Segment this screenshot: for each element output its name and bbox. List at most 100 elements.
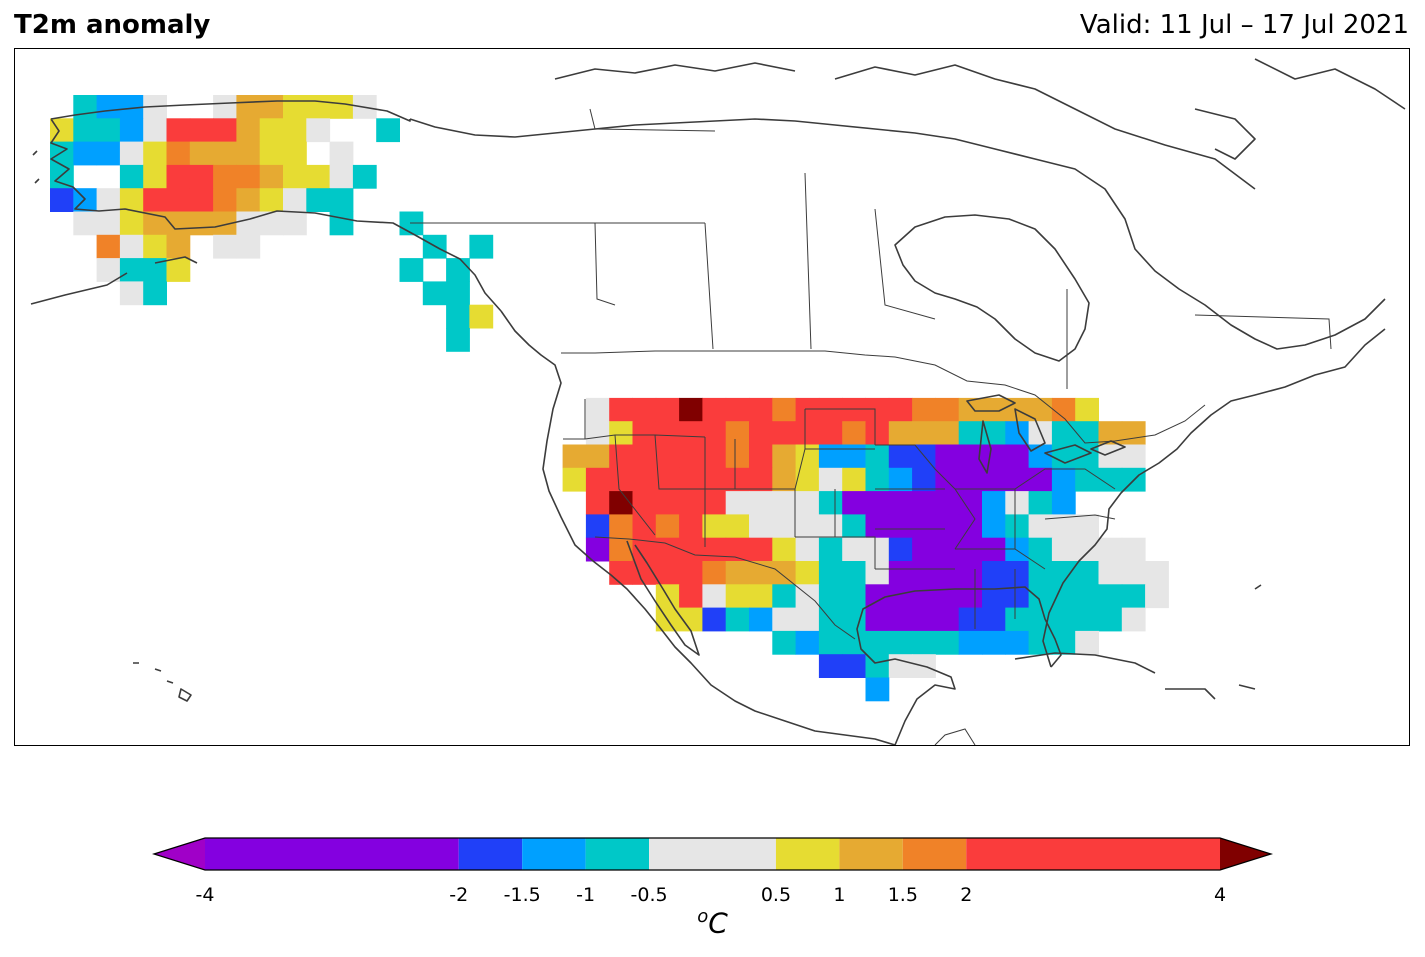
anomaly-cell xyxy=(749,397,773,422)
anomaly-cell xyxy=(795,421,820,445)
anomaly-cell xyxy=(166,164,191,189)
anomaly-cell xyxy=(562,444,587,469)
anomaly-cell xyxy=(50,164,74,189)
anomaly-cell xyxy=(143,188,167,212)
anomaly-cell xyxy=(632,491,657,515)
anomaly-cell xyxy=(446,304,470,329)
anomaly-cell xyxy=(702,514,727,539)
anomaly-grid-cells xyxy=(50,95,1169,702)
anomaly-cell xyxy=(958,421,983,445)
anomaly-cell xyxy=(865,397,890,422)
anomaly-cell xyxy=(842,537,866,562)
anomaly-cell xyxy=(749,421,773,445)
anomaly-cell xyxy=(679,397,703,422)
anomaly-cell xyxy=(982,607,1006,632)
anomaly-cell xyxy=(679,584,703,609)
anomaly-cell xyxy=(469,234,494,259)
anomaly-cell xyxy=(982,561,1006,585)
anomaly-cell xyxy=(795,397,820,422)
anomaly-cell xyxy=(96,258,121,282)
anomaly-cell xyxy=(865,421,890,445)
anomaly-cell xyxy=(702,561,727,585)
anomaly-cell xyxy=(725,397,750,422)
anomaly-cell xyxy=(842,514,866,539)
anomaly-cell xyxy=(912,561,936,585)
anomaly-cell xyxy=(912,584,936,609)
anomaly-cell xyxy=(1121,584,1146,609)
coastline-aleutians xyxy=(30,150,198,305)
anomaly-cell xyxy=(1098,537,1123,562)
anomaly-cell xyxy=(1028,467,1053,492)
coastline-hudson-bay xyxy=(894,214,1090,362)
anomaly-cell xyxy=(702,467,727,492)
anomaly-cell xyxy=(818,467,843,492)
anomaly-cell xyxy=(469,304,494,329)
anomaly-cell xyxy=(283,164,307,189)
anomaly-cell xyxy=(1051,514,1076,539)
anomaly-cell xyxy=(725,467,750,492)
anomaly-cell xyxy=(1121,537,1146,562)
anomaly-cell xyxy=(958,491,983,515)
anomaly-cell xyxy=(655,467,680,492)
anomaly-cell xyxy=(935,584,960,609)
anomaly-cell xyxy=(329,188,354,212)
anomaly-cell xyxy=(958,397,983,422)
anomaly-cell xyxy=(749,491,773,515)
anomaly-cell xyxy=(865,607,890,632)
anomaly-cell xyxy=(935,630,960,655)
anomaly-cell xyxy=(818,421,843,445)
colorbar-tick-label: 1.5 xyxy=(887,884,918,906)
coastline-pacific xyxy=(500,310,896,745)
anomaly-cell xyxy=(958,607,983,632)
anomaly-cell xyxy=(143,234,167,259)
anomaly-cell xyxy=(283,95,307,119)
anomaly-cell xyxy=(888,444,913,469)
anomaly-cell xyxy=(912,397,936,422)
anomaly-cell xyxy=(679,607,703,632)
political-borders xyxy=(410,108,1332,745)
anomaly-cell xyxy=(1051,537,1076,562)
anomaly-cell xyxy=(982,444,1006,469)
anomaly-cell xyxy=(749,607,773,632)
anomaly-cell xyxy=(958,537,983,562)
anomaly-cell xyxy=(888,561,913,585)
anomaly-cell xyxy=(818,584,843,609)
anomaly-cell xyxy=(585,537,610,562)
anomaly-cell xyxy=(842,444,866,469)
anomaly-cell xyxy=(655,537,680,562)
anomaly-cell xyxy=(888,584,913,609)
anomaly-cell xyxy=(795,491,820,515)
anomaly-cell xyxy=(888,537,913,562)
anomaly-cell xyxy=(1098,444,1123,469)
anomaly-cell xyxy=(865,630,890,655)
anomaly-cell xyxy=(772,467,797,492)
anomaly-cell xyxy=(1121,561,1146,585)
anomaly-cell xyxy=(632,537,657,562)
anomaly-cell xyxy=(912,514,936,539)
anomaly-cell xyxy=(1121,444,1146,469)
anomaly-cell xyxy=(1028,561,1053,585)
anomaly-cell xyxy=(1005,607,1030,632)
anomaly-cell xyxy=(609,397,633,422)
anomaly-cell xyxy=(609,467,633,492)
anomaly-cell xyxy=(632,467,657,492)
anomaly-cell xyxy=(119,258,144,282)
colorbar-tick-label: 0.5 xyxy=(760,884,792,906)
anomaly-cell xyxy=(119,118,144,143)
anomaly-cell xyxy=(772,514,797,539)
anomaly-cell xyxy=(655,491,680,515)
anomaly-map xyxy=(14,48,1410,746)
anomaly-cell xyxy=(749,537,773,562)
anomaly-cell xyxy=(376,118,400,143)
anomaly-cell xyxy=(888,397,913,422)
anomaly-cell xyxy=(213,164,237,189)
anomaly-cell xyxy=(679,467,703,492)
anomaly-cell xyxy=(399,258,424,282)
anomaly-cell xyxy=(562,467,587,492)
anomaly-cell xyxy=(702,607,727,632)
anomaly-cell xyxy=(585,491,610,515)
anomaly-cell xyxy=(795,561,820,585)
anomaly-cell xyxy=(888,421,913,445)
anomaly-cell xyxy=(982,467,1006,492)
anomaly-cell xyxy=(725,537,750,562)
